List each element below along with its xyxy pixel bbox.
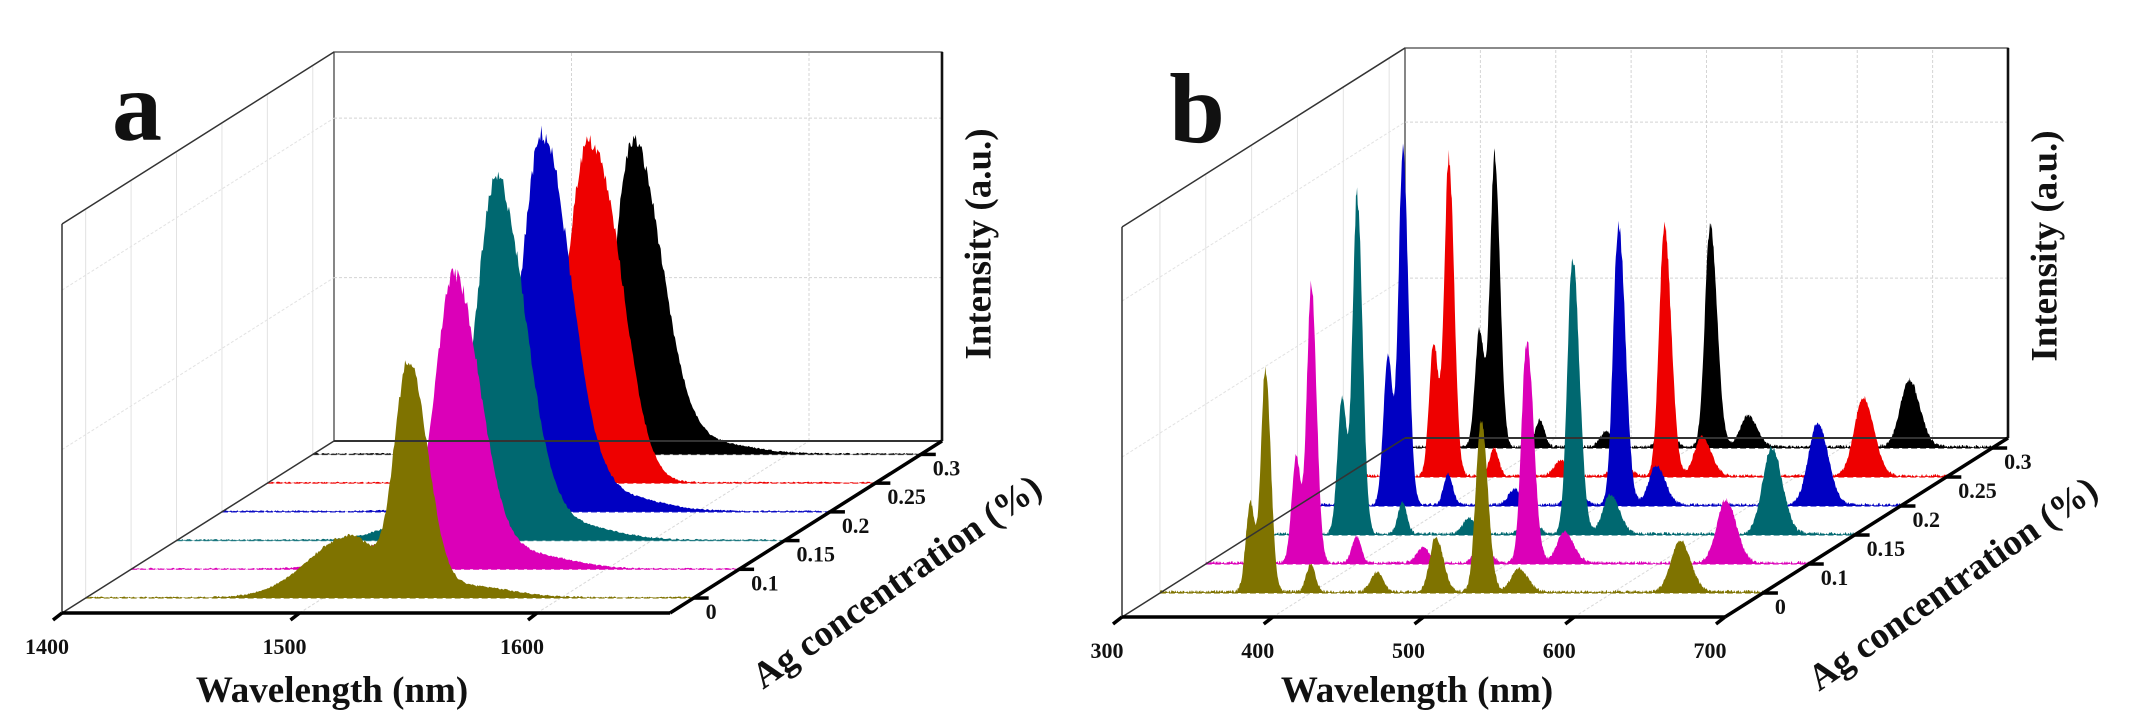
series-area-0 <box>85 360 694 598</box>
x-tick-mark <box>1262 615 1274 626</box>
z-tick-label: 0 <box>1775 594 1786 619</box>
x-tick-mark <box>1714 615 1727 626</box>
z-tick-label: 0.15 <box>1867 536 1906 561</box>
series-area-0.1 <box>131 268 740 570</box>
floor-gridline <box>1272 437 1557 618</box>
z-tick-label: 0.2 <box>1912 507 1940 532</box>
x-tick-label: 400 <box>1241 638 1274 663</box>
x-tick-mark <box>289 611 301 622</box>
z-tick-label: 0.1 <box>751 570 779 595</box>
floor-left-edge <box>61 440 335 614</box>
y-axis-title: Intensity (a.u.) <box>2025 130 2066 361</box>
z-axis-line <box>669 439 943 615</box>
floor-left-edge <box>1121 437 1406 618</box>
top-left-edge <box>61 51 335 225</box>
panel-label: a <box>112 51 162 162</box>
x-tick-mark <box>1564 615 1576 626</box>
x-tick-label: 700 <box>1694 638 1727 663</box>
x-tick-mark <box>1413 615 1425 626</box>
panel-b-waterfall-chart: 300 400 500 600 700 0 0.1 0.150.2 0.25 0.3 b Wavele… <box>1091 47 2105 711</box>
floor-gridline <box>1573 437 1858 618</box>
z-tick-label: 0.1 <box>1821 565 1849 590</box>
top-left-edge <box>1121 47 1406 228</box>
series-area-0.15 <box>176 171 785 541</box>
series-area-0.2 <box>221 125 830 512</box>
z-tick-label: 0.2 <box>842 513 870 538</box>
panel-a-waterfall-chart: 1400 1500 1600 0 0.1 0.150.2 0.25 0.3 a Wavelengt… <box>25 51 1049 711</box>
z-tick-label: 0 <box>706 599 717 624</box>
x-tick-label: 500 <box>1392 638 1425 663</box>
z-tick-label: 0.25 <box>887 484 926 509</box>
x-tick-label: 1400 <box>25 634 69 659</box>
z-axis-line <box>1724 436 2009 619</box>
x-axis-title: Wavelength (nm) <box>196 670 468 711</box>
panel-label: b <box>1169 53 1225 164</box>
x-tick-mark <box>1111 615 1124 626</box>
floor-gridline <box>536 440 810 614</box>
z-tick-label: 0.3 <box>2004 449 2032 474</box>
y-axis-title: Intensity (a.u.) <box>959 128 1000 359</box>
x-tick-label: 1600 <box>500 634 544 659</box>
side-gridline <box>61 277 335 451</box>
x-axis-title: Wavelength (nm) <box>1281 670 1553 711</box>
z-tick-label: 0.25 <box>1958 478 1997 503</box>
x-tick-label: 1500 <box>263 634 307 659</box>
side-gridline <box>61 117 335 291</box>
x-tick-label: 300 <box>1091 638 1124 663</box>
z-tick-label: 0.3 <box>933 455 961 480</box>
side-gridline <box>1121 277 1406 458</box>
z-tick-label: 0.15 <box>797 542 836 567</box>
x-tick-mark <box>526 611 539 622</box>
x-tick-label: 600 <box>1543 638 1576 663</box>
x-tick-mark <box>51 611 64 622</box>
side-gridline <box>1121 121 1406 302</box>
